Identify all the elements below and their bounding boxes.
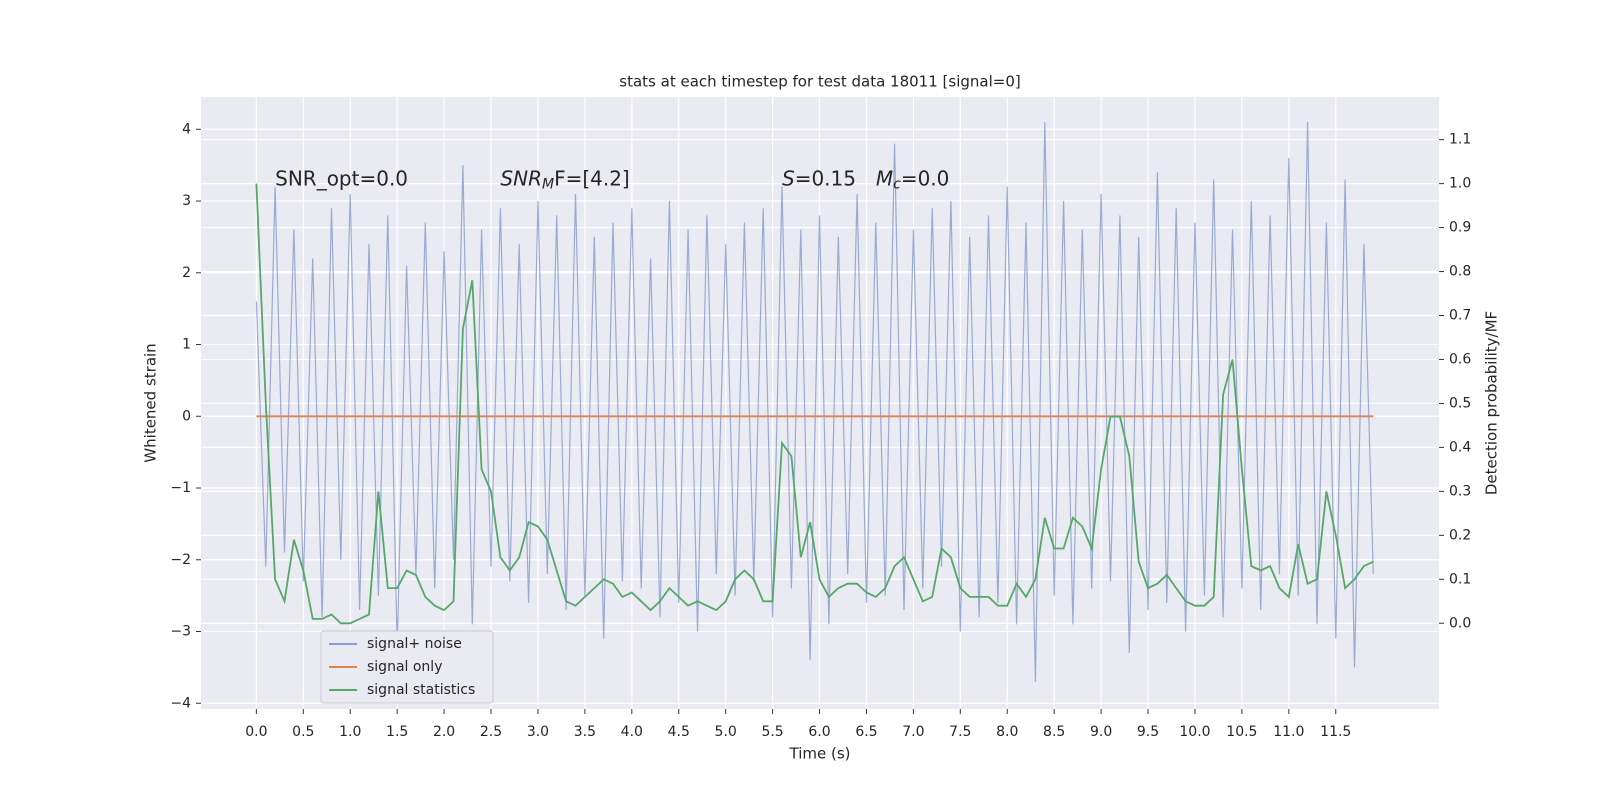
annotation: SNR_opt=0.0 — [275, 166, 408, 190]
y2-tick-label: 0.1 — [1449, 571, 1471, 587]
y2-tick-label: 0.3 — [1449, 483, 1471, 499]
annotation-text: S — [782, 166, 795, 190]
y-tick-label: 1 — [182, 337, 191, 353]
annotation-sub: c — [893, 177, 901, 193]
y2-tick-label: 1.1 — [1449, 132, 1471, 148]
x-tick-label: 7.0 — [902, 724, 924, 740]
annotation-sub: M — [542, 177, 554, 193]
series-line — [255, 183, 1374, 625]
x-tick-label: 4.5 — [668, 724, 690, 740]
x-tick-label: 1.0 — [339, 724, 361, 740]
x-tick-label: 3.0 — [527, 724, 549, 740]
annotation-rest: =0.15 — [795, 166, 856, 190]
chart-title: stats at each timestep for test data 180… — [619, 73, 1020, 91]
annotation-rest: =0.0 — [901, 166, 950, 190]
y2-tick-label: 0.6 — [1449, 351, 1471, 367]
annotation: Mc=0.0 — [876, 166, 950, 193]
y2-tick-label: 0.9 — [1449, 220, 1471, 236]
x-tick-label: 5.0 — [715, 724, 737, 740]
x-tick-label: 6.0 — [808, 724, 830, 740]
x-tick-label: 4.0 — [621, 724, 643, 740]
y2-tick-label: 0.5 — [1449, 395, 1471, 411]
x-tick-label: 9.5 — [1137, 724, 1159, 740]
x-tick-label: 10.5 — [1226, 724, 1257, 740]
y2-tick-label: 0.8 — [1449, 264, 1471, 280]
y2-tick-label: 0.4 — [1449, 439, 1471, 455]
x-tick-label: 10.0 — [1179, 724, 1210, 740]
y2-axis-label: Detection probability/MF — [1483, 311, 1501, 495]
y-tick-label: 4 — [182, 121, 191, 137]
annotation-text: M — [876, 166, 893, 190]
x-tick-label: 8.0 — [996, 724, 1018, 740]
y2-tick-label: 1.0 — [1449, 176, 1471, 192]
series-line — [255, 122, 1374, 682]
y-axis-label: Whitened strain — [142, 343, 160, 462]
x-tick-label: 0.5 — [292, 724, 314, 740]
x-tick-label: 5.5 — [761, 724, 783, 740]
y-tick-label: 3 — [182, 193, 191, 209]
y-tick-label: −3 — [170, 624, 191, 640]
y-tick-label: 0 — [182, 408, 191, 424]
y-tick-label: −4 — [170, 695, 191, 711]
y-tick-label: −1 — [170, 480, 191, 496]
legend-label: signal only — [367, 659, 442, 675]
x-tick-label: 7.5 — [949, 724, 971, 740]
annotation: S=0.15 — [782, 166, 856, 190]
x-tick-label: 9.0 — [1090, 724, 1112, 740]
annotation-text: SNR — [500, 166, 542, 190]
y2-tick-label: 0.2 — [1449, 527, 1471, 543]
y2-tick-label: 0.0 — [1449, 615, 1471, 631]
x-tick-label: 11.5 — [1320, 724, 1351, 740]
annotation-rest: F=[4.2] — [554, 166, 630, 190]
x-tick-label: 11.0 — [1273, 724, 1304, 740]
y2-tick-label: 0.7 — [1449, 308, 1471, 324]
y-tick-label: −2 — [170, 552, 191, 568]
x-tick-label: 2.5 — [480, 724, 502, 740]
x-tick-label: 3.5 — [574, 724, 596, 740]
x-tick-label: 6.5 — [855, 724, 877, 740]
x-tick-label: 1.5 — [386, 724, 408, 740]
legend-label: signal statistics — [367, 682, 475, 698]
x-axis-label: Time (s) — [789, 745, 851, 763]
x-tick-label: 2.0 — [433, 724, 455, 740]
legend-label: signal+ noise — [367, 636, 462, 652]
legend-box — [320, 630, 494, 704]
y-tick-label: 2 — [182, 265, 191, 281]
x-tick-label: 8.5 — [1043, 724, 1065, 740]
annotation: SNRMF=[4.2] — [500, 166, 629, 193]
annotation-text: SNR_opt=0.0 — [275, 166, 408, 190]
x-tick-label: 0.0 — [245, 724, 267, 740]
